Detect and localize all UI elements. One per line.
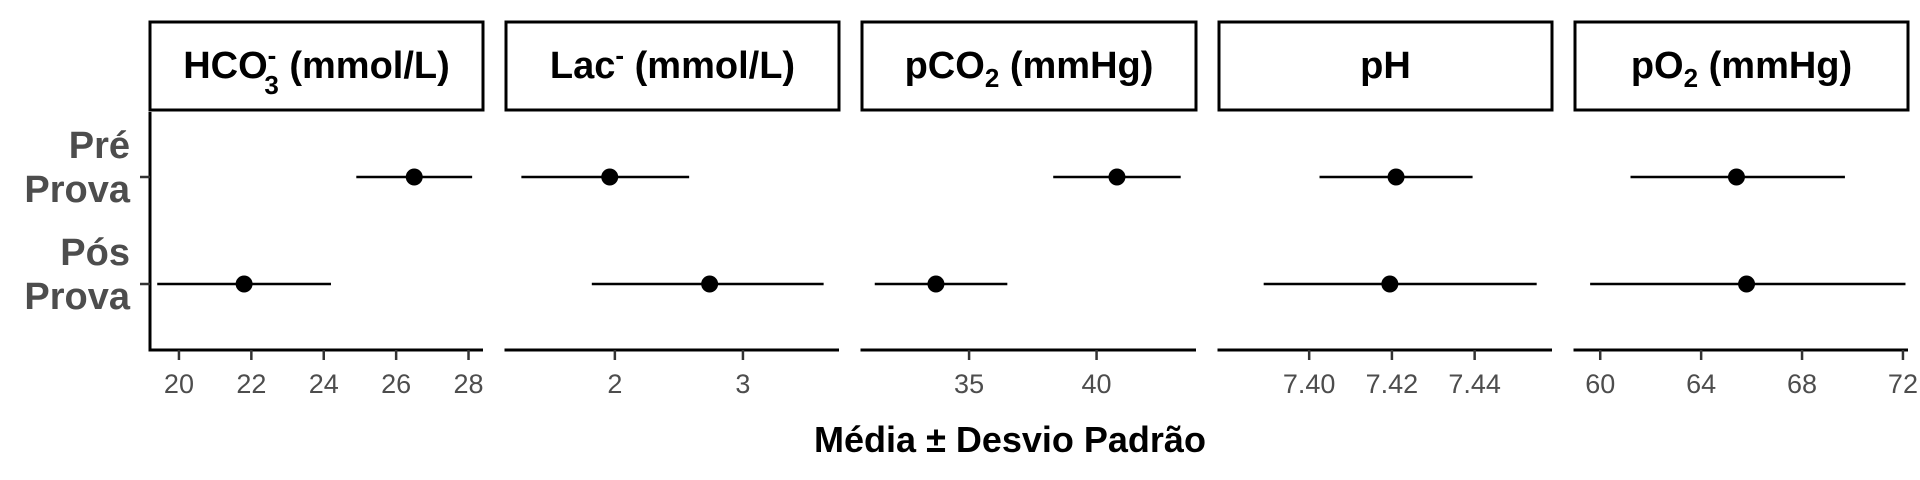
mean-point bbox=[1108, 168, 1126, 186]
mean-point bbox=[927, 275, 945, 293]
panel: Lac- (mmol/L) 2 3 bbox=[504, 20, 841, 399]
facet-strip bbox=[860, 20, 1198, 112]
facet-strip bbox=[1573, 20, 1910, 112]
facet-strip-label: Lac- (mmol/L) bbox=[550, 40, 795, 87]
y-tick-label: Pós Prova bbox=[24, 232, 130, 318]
panel: pCO2 (mmHg) 35 40 bbox=[860, 20, 1198, 399]
mean-point bbox=[1738, 275, 1756, 293]
mean-point bbox=[1381, 275, 1399, 293]
mean-point bbox=[1727, 168, 1745, 186]
panel: pO2 (mmHg) 60 64 68 72 bbox=[1573, 20, 1918, 399]
x-axis-label: Média ± Desvio Padrão bbox=[814, 419, 1206, 460]
facet-strip bbox=[1217, 20, 1554, 112]
x-tick-label: 22 bbox=[236, 369, 266, 399]
facet-strip-label: HCO-3 (mmol/L) bbox=[183, 40, 450, 100]
mean-point bbox=[1387, 168, 1405, 186]
panel: pH 7.40 7.42 7.44 bbox=[1217, 20, 1554, 399]
x-tick-label: 64 bbox=[1686, 369, 1716, 399]
x-tick-label: 7.40 bbox=[1283, 369, 1336, 399]
x-tick-label: 40 bbox=[1082, 369, 1112, 399]
x-tick-label: 60 bbox=[1585, 369, 1615, 399]
x-tick-label: 35 bbox=[954, 369, 984, 399]
mean-point bbox=[701, 275, 719, 293]
facet-strip-label: pH bbox=[1360, 45, 1411, 87]
mean-point bbox=[601, 168, 619, 186]
panel: HCO-3 (mmol/L) 20 22 24 26 28 bbox=[148, 20, 485, 399]
x-tick-label: 3 bbox=[735, 369, 750, 399]
facet-strip bbox=[148, 20, 485, 112]
x-tick-label: 24 bbox=[309, 369, 339, 399]
x-tick-label: 20 bbox=[164, 369, 194, 399]
chart-panels: HCO-3 (mmol/L) 20 22 24 26 28 Lac- (mmol/L) 2 3 p… bbox=[148, 20, 1918, 399]
x-tick-label: 68 bbox=[1787, 369, 1817, 399]
mean-point bbox=[405, 168, 423, 186]
facet-strip-label: pO2 (mmHg) bbox=[1631, 45, 1852, 93]
x-tick-label: 2 bbox=[607, 369, 622, 399]
x-tick-label: 28 bbox=[453, 369, 483, 399]
facet-strip bbox=[504, 20, 841, 112]
mean-point bbox=[235, 275, 253, 293]
x-tick-label: 72 bbox=[1888, 369, 1918, 399]
y-axis: Pré Prova Pós Prova bbox=[24, 112, 152, 352]
x-tick-label: 7.42 bbox=[1366, 369, 1419, 399]
x-tick-label: 7.44 bbox=[1448, 369, 1501, 399]
facet-strip-label: pCO2 (mmHg) bbox=[905, 45, 1154, 93]
x-tick-label: 26 bbox=[381, 369, 411, 399]
y-tick-label: Pré Prova bbox=[24, 125, 130, 211]
